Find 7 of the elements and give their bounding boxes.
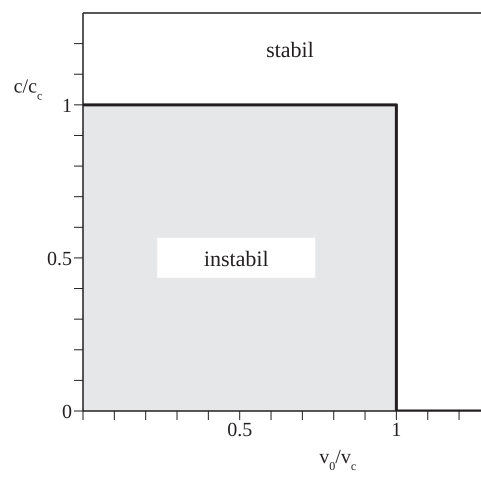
y-tick-label: 0 [62,401,72,424]
y-tick-label: 0.5 [47,248,72,270]
x-axis-title: v$_{0}$/v$_{c}$ [319,446,356,473]
y-tick-label: 1 [62,94,72,117]
y-axis-title: c/c$_{c}$ [14,76,42,103]
annotation: instabil [204,246,269,271]
annotation: stabil [266,36,314,62]
